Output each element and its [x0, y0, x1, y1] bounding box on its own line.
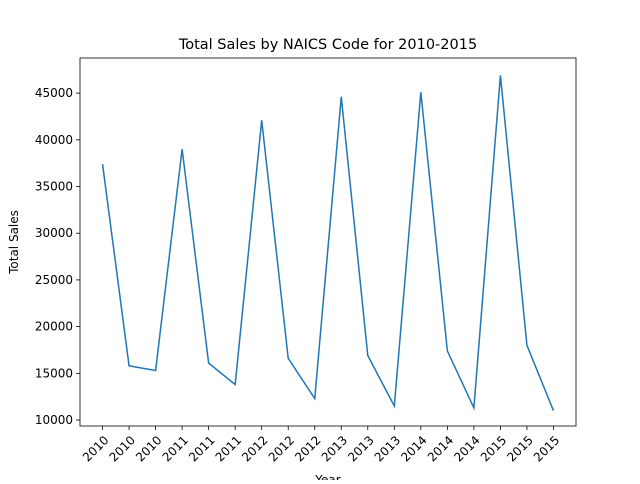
line	[101, 75, 555, 411]
y-tick-label: 40000	[35, 133, 73, 147]
y-axis-label: Total Sales	[7, 210, 21, 275]
y-tick-label: 25000	[35, 273, 73, 287]
y-tick-label: 45000	[35, 86, 73, 100]
x-axis-label: Year	[314, 473, 340, 480]
chart-title: Total Sales by NAICS Code for 2010-2015	[178, 37, 477, 53]
y-tick-label: 30000	[35, 226, 73, 240]
plot-frame	[79, 57, 577, 427]
y-tick-label: 10000	[35, 413, 73, 427]
y-tick-label: 20000	[35, 320, 73, 334]
y-tick-label: 35000	[35, 180, 73, 194]
y-tick-label: 15000	[35, 366, 73, 380]
